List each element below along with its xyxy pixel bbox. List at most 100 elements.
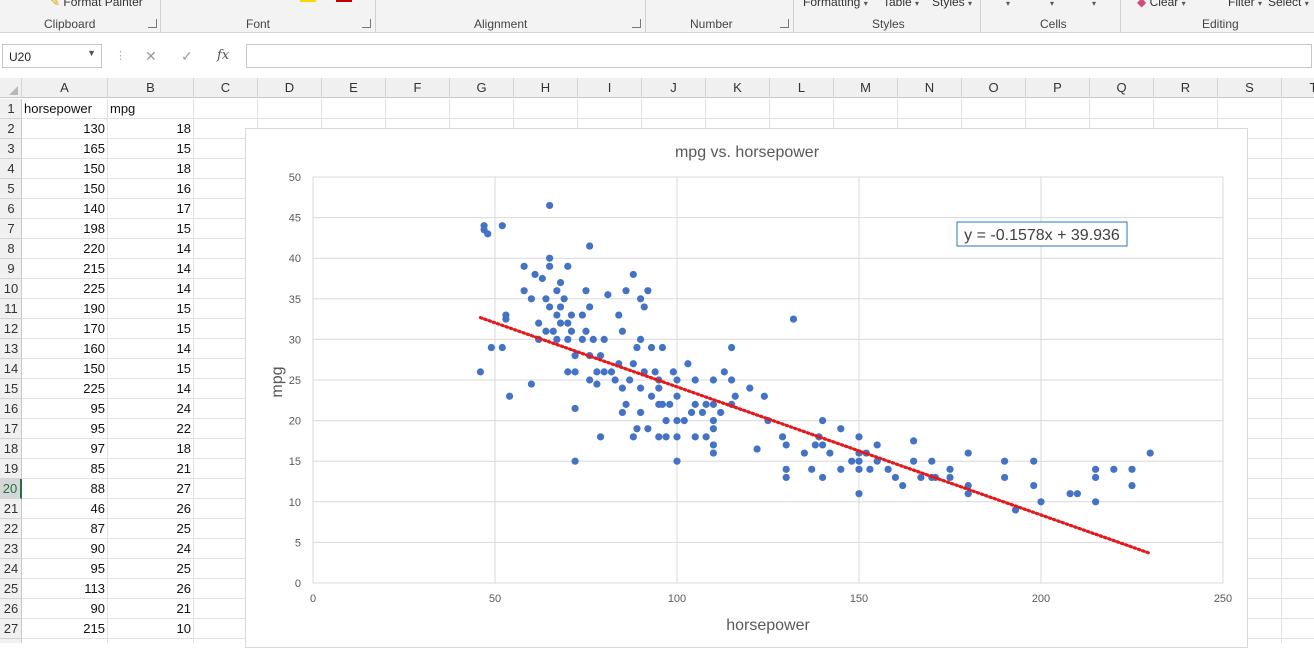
- column-header-j[interactable]: J: [642, 78, 706, 98]
- row-header-13[interactable]: 13: [0, 339, 22, 359]
- row-header-22[interactable]: 22: [0, 519, 22, 539]
- cell-styles-button[interactable]: Styles ▾: [932, 0, 972, 9]
- cell-a27[interactable]: 215: [83, 621, 105, 636]
- row-header-23[interactable]: 23: [0, 539, 22, 559]
- cell-b13[interactable]: 14: [176, 341, 191, 356]
- row-header-27[interactable]: 27: [0, 619, 22, 639]
- scatter-chart[interactable]: mpg vs. horsepower horsepower mpg 0 5 10 15…: [245, 128, 1248, 648]
- cell-b18[interactable]: 18: [176, 441, 191, 456]
- column-header-d[interactable]: D: [258, 78, 322, 98]
- font-color-swatch[interactable]: [336, 0, 352, 2]
- cell-a7[interactable]: 198: [83, 221, 105, 236]
- cell-b24[interactable]: 25: [176, 561, 191, 576]
- cell-a5[interactable]: 150: [83, 181, 105, 196]
- cell-a21[interactable]: 46: [90, 501, 105, 516]
- chevron-down-icon[interactable]: ▼: [87, 48, 96, 58]
- column-header-l[interactable]: L: [770, 78, 834, 98]
- cell-a8[interactable]: 220: [83, 241, 105, 256]
- column-header-i[interactable]: I: [578, 78, 642, 98]
- format-as-table-button[interactable]: Table ▾: [883, 0, 919, 9]
- close-icon[interactable]: ✕: [145, 48, 157, 64]
- column-header-k[interactable]: K: [706, 78, 770, 98]
- cell-a25[interactable]: 113: [84, 581, 105, 596]
- row-header-9[interactable]: 9: [0, 259, 22, 279]
- column-header-f[interactable]: F: [386, 78, 450, 98]
- clipboard-launcher[interactable]: [148, 19, 157, 28]
- cell-b6[interactable]: 17: [176, 201, 191, 216]
- font-launcher[interactable]: [362, 19, 371, 28]
- formula-input[interactable]: [246, 44, 1312, 68]
- column-header-q[interactable]: Q: [1090, 78, 1154, 98]
- cell-a12[interactable]: 170: [83, 321, 105, 336]
- cell-a17[interactable]: 95: [90, 421, 105, 436]
- row-header-3[interactable]: 3: [0, 139, 22, 159]
- row-header-19[interactable]: 19: [0, 459, 22, 479]
- cell-a23[interactable]: 90: [90, 541, 105, 556]
- function-icon[interactable]: fx: [217, 48, 230, 63]
- name-box[interactable]: U20 ▼: [2, 44, 102, 68]
- row-header-14[interactable]: 14: [0, 359, 22, 379]
- alignment-launcher[interactable]: [632, 19, 641, 28]
- column-header-s[interactable]: S: [1218, 78, 1282, 98]
- row-header-21[interactable]: 21: [0, 499, 22, 519]
- row-header-12[interactable]: 12: [0, 319, 22, 339]
- cell-a4[interactable]: 150: [83, 161, 105, 176]
- row-header-16[interactable]: 16: [0, 399, 22, 419]
- highlight-color-swatch[interactable]: [300, 0, 316, 2]
- check-icon[interactable]: ✓: [181, 48, 193, 64]
- cell-b17[interactable]: 22: [176, 421, 191, 436]
- column-header-n[interactable]: N: [898, 78, 962, 98]
- cell-a6[interactable]: 140: [83, 201, 105, 216]
- row-header-11[interactable]: 11: [0, 299, 22, 319]
- number-launcher[interactable]: [780, 19, 789, 28]
- cell-b20[interactable]: 27: [176, 481, 191, 496]
- row-header-26[interactable]: 26: [0, 599, 22, 619]
- column-header-a[interactable]: A: [22, 78, 108, 98]
- cell-b21[interactable]: 26: [176, 501, 191, 516]
- row-header-17[interactable]: 17: [0, 419, 22, 439]
- cell-a24[interactable]: 95: [90, 561, 105, 576]
- column-header-h[interactable]: H: [514, 78, 578, 98]
- cell-b1[interactable]: mpg: [110, 101, 136, 116]
- cell-b12[interactable]: 15: [176, 321, 191, 336]
- row-header-8[interactable]: 8: [0, 239, 22, 259]
- cell-a22[interactable]: 87: [90, 521, 105, 536]
- column-header-o[interactable]: O: [962, 78, 1026, 98]
- cell-a1[interactable]: horsepower: [24, 101, 92, 116]
- cell-b14[interactable]: 15: [176, 361, 191, 376]
- cell-a19[interactable]: 85: [90, 461, 105, 476]
- cell-a2[interactable]: 130: [83, 121, 105, 136]
- find-select-button[interactable]: Select ▾: [1268, 0, 1309, 9]
- cell-b22[interactable]: 25: [176, 521, 191, 536]
- row-header-15[interactable]: 15: [0, 379, 22, 399]
- column-header-p[interactable]: P: [1026, 78, 1090, 98]
- cell-b3[interactable]: 15: [176, 141, 191, 156]
- row-header-24[interactable]: 24: [0, 559, 22, 579]
- cell-b23[interactable]: 24: [176, 541, 191, 556]
- column-header-m[interactable]: M: [834, 78, 898, 98]
- cell-b16[interactable]: 24: [176, 401, 191, 416]
- cell-a26[interactable]: 90: [90, 601, 105, 616]
- delete-cells-dropdown[interactable]: ▾: [1050, 0, 1054, 9]
- clear-button[interactable]: ◆ Clear ▾: [1137, 0, 1186, 9]
- cell-b19[interactable]: 21: [176, 461, 191, 476]
- row-header-1[interactable]: 1: [0, 99, 22, 119]
- row-header-20[interactable]: 20: [0, 479, 22, 499]
- cell-b8[interactable]: 14: [176, 241, 191, 256]
- row-header-4[interactable]: 4: [0, 159, 22, 179]
- cell-b27[interactable]: 10: [176, 621, 191, 636]
- column-header-c[interactable]: C: [194, 78, 258, 98]
- trendline-label[interactable]: y = -0.1578x + 39.936: [956, 221, 1128, 247]
- format-painter-button[interactable]: ✎ Format Painter: [50, 0, 143, 9]
- cell-b15[interactable]: 14: [176, 381, 191, 396]
- cell-a16[interactable]: 95: [90, 401, 105, 416]
- cell-b7[interactable]: 15: [176, 221, 191, 236]
- row-header-2[interactable]: 2: [0, 119, 22, 139]
- select-all-button[interactable]: [0, 78, 22, 98]
- format-cells-dropdown[interactable]: ▾: [1092, 0, 1096, 9]
- row-header-18[interactable]: 18: [0, 439, 22, 459]
- cell-a9[interactable]: 215: [83, 261, 105, 276]
- cell-a18[interactable]: 97: [90, 441, 105, 456]
- cell-b4[interactable]: 18: [176, 161, 191, 176]
- insert-cells-dropdown[interactable]: ▾: [1006, 0, 1010, 9]
